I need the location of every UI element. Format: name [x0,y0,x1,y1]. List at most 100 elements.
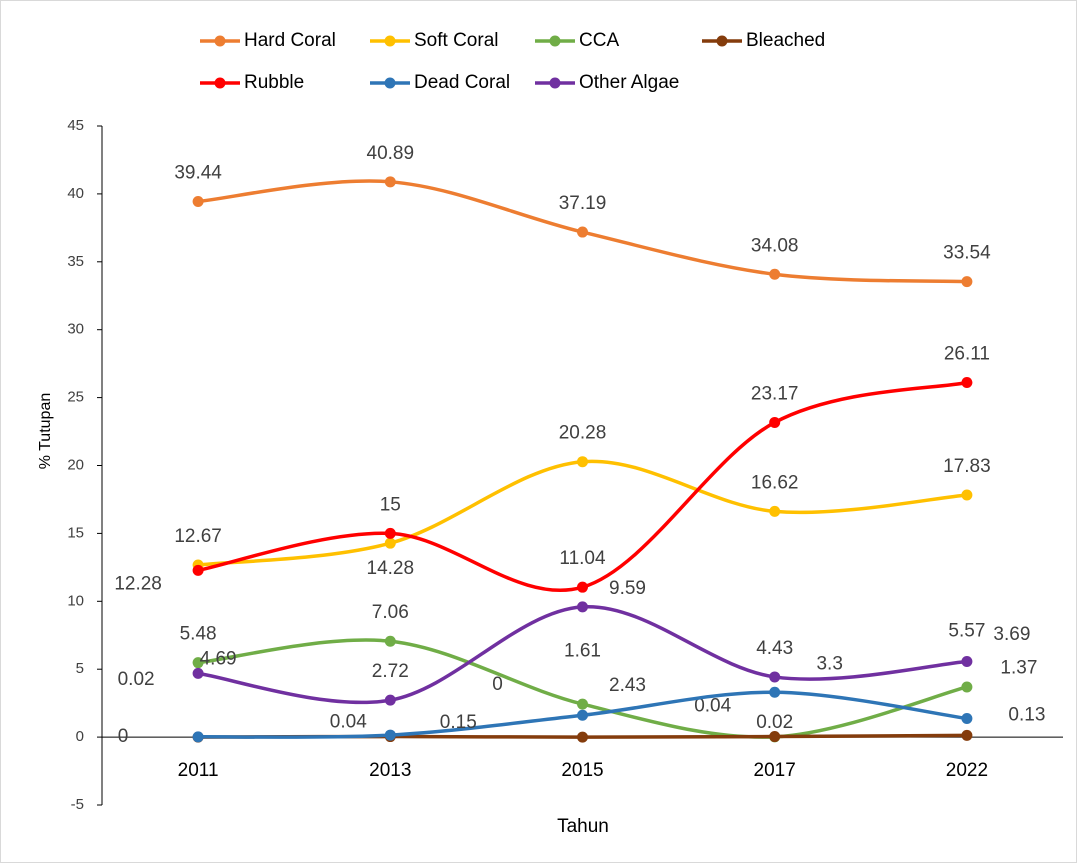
data-point [577,456,588,468]
legend-label: Dead Coral [414,72,510,93]
y-tick-label: 40 [67,185,84,202]
data-point [384,635,396,647]
data-label: 14.28 [367,558,415,579]
data-label: 12.67 [174,526,222,547]
data-point [769,686,781,698]
data-point [961,377,973,389]
data-point [192,667,204,679]
data-point [769,731,781,743]
data-label: 2.72 [372,661,409,682]
data-point [384,537,396,549]
data-label: 0.04 [330,712,367,733]
data-point [577,226,588,238]
data-point [577,731,588,743]
data-point [384,176,396,188]
data-point [769,416,781,428]
data-point [961,655,973,667]
data-point [961,729,973,741]
data-point [192,731,204,743]
x-tick-label: 2022 [946,760,988,781]
data-label: 4.69 [200,648,237,669]
legend-marker [549,35,561,47]
data-label: 12.28 [114,573,162,594]
data-label: 0.15 [440,712,477,733]
data-label: 5.48 [180,624,217,645]
legend-label: Bleached [746,30,825,51]
data-point [769,268,781,280]
data-label: 39.44 [174,163,222,184]
data-point [384,694,396,706]
legend-label: Other Algae [579,72,679,93]
x-tick-label: 2017 [754,760,796,781]
data-label: 1.61 [564,640,601,661]
legend-label: Rubble [244,72,304,93]
data-point [961,276,973,288]
data-point [192,657,204,669]
data-label: 1.37 [1000,658,1037,679]
data-label: 3.3 [816,653,842,674]
data-label: 26.11 [944,344,990,365]
data-label: 34.08 [751,235,799,256]
data-label: 11.04 [559,548,606,569]
data-label: 3.69 [993,624,1030,645]
data-label: 33.54 [943,243,991,264]
data-label: 16.62 [751,472,799,493]
y-tick-label: 10 [67,592,84,609]
legend-marker [716,35,728,47]
legend-marker [384,77,396,89]
data-point [961,489,973,501]
x-tick-label: 2015 [561,760,603,781]
legend-label: Soft Coral [414,30,498,51]
legend-marker [549,77,561,89]
data-label: 23.17 [751,383,799,404]
data-label: 0.13 [1008,704,1045,725]
y-tick-label: 45 [67,117,84,134]
data-label: 0 [118,726,129,747]
data-label: 0 [492,674,503,695]
data-label: 20.28 [559,423,607,444]
data-label: 2.43 [609,675,646,696]
data-point [961,681,973,693]
y-tick-label: 15 [67,524,84,541]
x-tick-label: 2013 [369,760,411,781]
data-point [769,505,781,517]
data-point [577,698,588,710]
legend-marker [384,35,396,47]
data-point [192,564,204,576]
y-tick-label: 20 [67,456,84,473]
data-point [384,527,396,539]
data-point [577,601,588,613]
data-label: 9.59 [609,578,646,599]
y-tick-label: 30 [67,321,84,338]
data-label: 0.02 [118,669,155,690]
data-label: 0.02 [756,712,793,733]
data-label: 17.83 [943,456,991,477]
legend-marker [214,77,226,89]
data-label: 40.89 [367,143,415,164]
data-point [961,712,973,724]
y-tick-label: 35 [67,253,84,270]
x-tick-label: 2011 [178,760,219,781]
data-point [577,709,588,721]
data-label: 7.06 [372,602,409,623]
legend-marker [214,35,226,47]
y-tick-label: 0 [76,728,84,745]
data-point [384,729,396,741]
y-tick-label: 5 [76,660,84,677]
data-label: 4.43 [756,638,793,659]
y-axis-title: % Tutupan [37,393,54,470]
y-tick-label: 25 [67,389,84,406]
data-label: 5.57 [948,620,985,641]
legend-label: CCA [579,30,619,51]
data-label: 15 [380,494,401,515]
data-point [192,196,204,208]
legend-label: Hard Coral [244,30,336,51]
data-label: 0.04 [694,696,731,717]
data-point [769,671,781,683]
data-label: 37.19 [559,193,607,214]
data-point [577,581,588,593]
x-axis-title: Tahun [557,816,609,837]
y-tick-label: -5 [71,796,84,813]
